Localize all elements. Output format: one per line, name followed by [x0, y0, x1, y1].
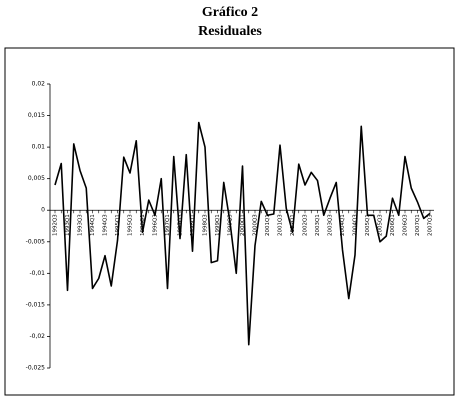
y-tick-label: -0,015	[26, 301, 46, 308]
x-tick-label: 2002Q3	[303, 214, 309, 236]
x-tick-label: 1996Q1	[140, 214, 146, 236]
y-tick-label: 0	[41, 207, 45, 214]
x-tick-label: 1997Q1	[165, 214, 171, 236]
x-tick-label: 2007Q3	[428, 214, 434, 236]
x-tick-label: 1999Q1	[215, 214, 221, 236]
x-tick-label: 2001Q1	[265, 214, 271, 236]
y-tick-label: 0,005	[28, 175, 45, 182]
x-tick-label: 2003Q3	[328, 214, 334, 236]
x-tick-label: 2005Q3	[378, 214, 384, 236]
y-tick-label: -0,01	[29, 270, 45, 277]
chart-frame	[4, 47, 455, 396]
x-tick-label: 2006Q1	[390, 214, 396, 236]
x-tick-label: 2007Q1	[415, 214, 421, 236]
chart-subtitle: Residuales	[198, 24, 262, 39]
x-tick-label: 2001Q3	[278, 214, 284, 236]
chart-title: Gráfico 2	[202, 5, 258, 20]
y-tick-label: 0,02	[32, 81, 46, 88]
x-tick-label: 2000Q3	[253, 214, 259, 236]
x-tick-label: 2003Q1	[315, 214, 321, 236]
x-tick-label: 2005Q1	[365, 214, 371, 236]
y-tick-label: -0,02	[29, 333, 45, 340]
x-tick-label: 1992Q3	[53, 214, 59, 236]
x-tick-label: 1993Q1	[65, 214, 71, 236]
x-tick-label: 2004Q3	[353, 214, 359, 236]
series-line	[54, 121, 431, 346]
x-tick-label: 2004Q1	[340, 214, 346, 236]
x-tick-label: 2006Q3	[403, 214, 409, 236]
y-tick-label: -0,025	[26, 365, 46, 372]
x-tick-label: 1998Q3	[203, 214, 209, 236]
x-tick-label: 1994Q1	[90, 214, 96, 236]
x-tick-label: 1996Q3	[153, 214, 159, 236]
x-tick-label: 1994Q3	[103, 214, 109, 236]
y-tick-label: -0,005	[26, 238, 46, 245]
x-tick-label: 2000Q1	[240, 214, 246, 236]
x-tick-label: 1993Q3	[78, 214, 84, 236]
y-tick-label: 0,01	[32, 144, 46, 151]
y-tick-label: 0,015	[28, 112, 45, 119]
x-tick-label: 1995Q3	[128, 214, 134, 236]
